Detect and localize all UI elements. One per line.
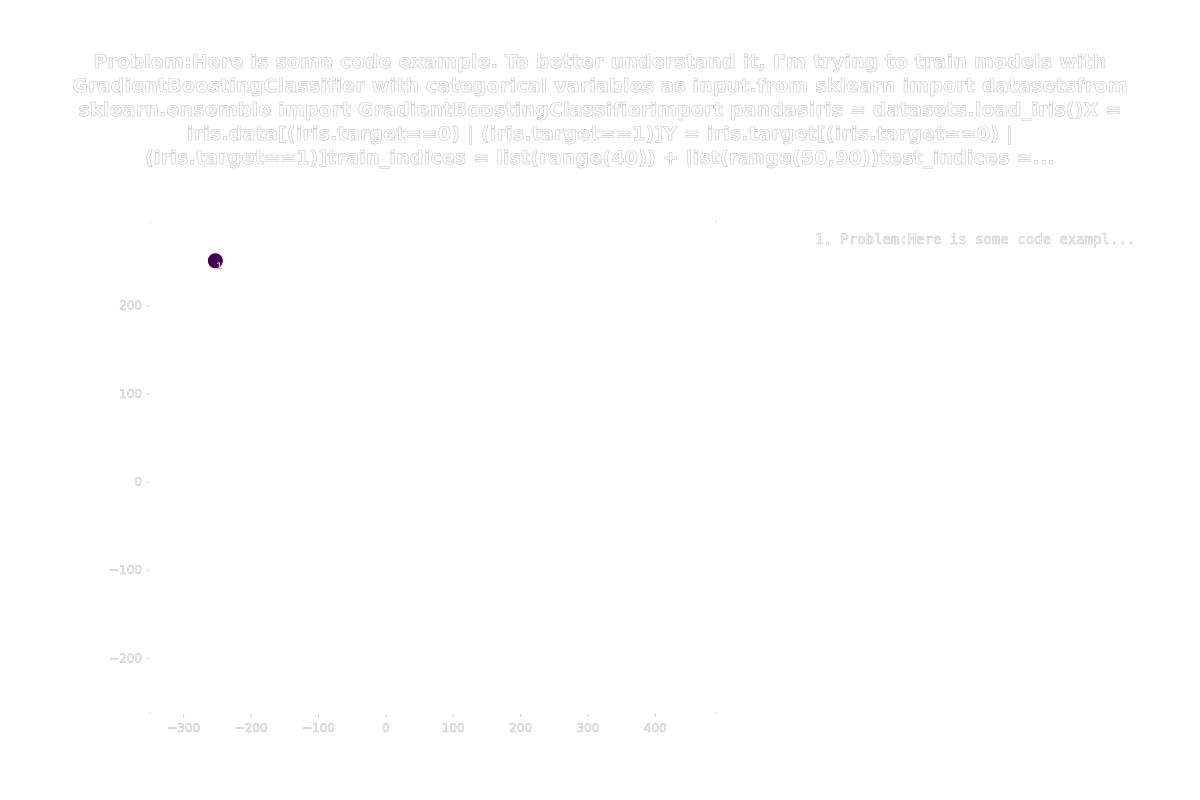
x-tick-label: 400	[644, 721, 667, 735]
x-tick-label: 200	[509, 721, 532, 735]
x-tick-label: −300	[167, 721, 200, 735]
legend-entry: 1. Problem:Here is some code exampl...	[815, 232, 1136, 249]
plot-area-corners	[149, 221, 717, 714]
x-tick-label: 100	[442, 721, 465, 735]
plot-corner	[715, 712, 717, 714]
plot-corner	[149, 221, 151, 223]
x-tick-label: 0	[382, 721, 390, 735]
y-tick-label: 200	[119, 299, 142, 313]
y-tick-label: −200	[109, 651, 142, 665]
y-tick-label: 100	[119, 387, 142, 401]
data-point	[207, 253, 223, 269]
chart-title: Problem:Here is some code example. To be…	[72, 51, 1128, 170]
data-points: 1	[207, 253, 223, 272]
x-tick-label: 300	[577, 721, 600, 735]
plot-corner	[715, 221, 717, 223]
x-axis: −300 −200 −100 0 100 200 300 400	[167, 714, 667, 735]
legend: 1. Problem:Here is some code exampl...	[815, 230, 1195, 250]
plot-corner	[149, 712, 151, 714]
x-tick-label: −100	[302, 721, 335, 735]
x-tick-label: −200	[235, 721, 268, 735]
y-tick-label: −100	[109, 563, 142, 577]
y-tick-label: 0	[134, 475, 142, 489]
y-axis: 200 100 0 −100 −200	[109, 299, 149, 666]
data-point-label: 1	[216, 262, 222, 272]
